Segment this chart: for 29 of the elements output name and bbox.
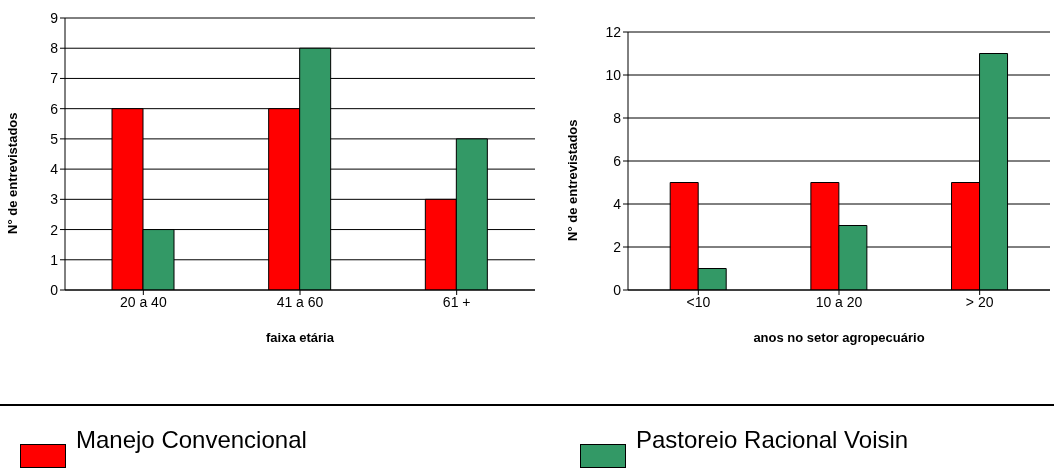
y-tick-label: 8 — [50, 40, 59, 57]
y-tick-label: 1 — [50, 251, 59, 268]
y-tick-label: 12 — [605, 23, 622, 40]
y-tick-label: 0 — [50, 281, 59, 298]
y-tick-label: 2 — [613, 238, 622, 255]
x-tick-label: 10 a 20 — [815, 293, 863, 310]
x-axis-title: faixa etária — [266, 330, 335, 345]
y-tick-label: 4 — [50, 161, 59, 178]
x-tick-label: > 20 — [965, 293, 994, 310]
y-tick-label: 6 — [613, 152, 622, 169]
x-tick-label: 41 a 60 — [276, 293, 324, 310]
legend-label: Manejo Convencional — [76, 426, 307, 454]
x-tick-label: 61 + — [442, 293, 471, 310]
y-tick-label: 5 — [50, 130, 59, 147]
y-tick-label: 2 — [50, 221, 59, 238]
y-tick-label: 0 — [613, 281, 622, 298]
y-tick-label: 6 — [50, 100, 59, 117]
x-tick-label: 20 a 40 — [119, 293, 167, 310]
y-axis-title: N° de entrevistados — [4, 112, 20, 234]
legend-label: Pastoreio Racional Voisin — [636, 426, 909, 454]
y-tick-label: 3 — [50, 191, 59, 208]
y-tick-label: 9 — [50, 9, 59, 26]
x-axis-title: anos no setor agropecuário — [753, 330, 925, 345]
y-tick-label: 7 — [50, 70, 59, 87]
y-tick-label: 4 — [613, 195, 622, 212]
x-tick-label: <10 — [686, 293, 711, 310]
y-axis-title: N° de entrevistados — [564, 119, 580, 241]
y-tick-label: 8 — [613, 109, 622, 126]
y-tick-label: 10 — [605, 66, 622, 83]
